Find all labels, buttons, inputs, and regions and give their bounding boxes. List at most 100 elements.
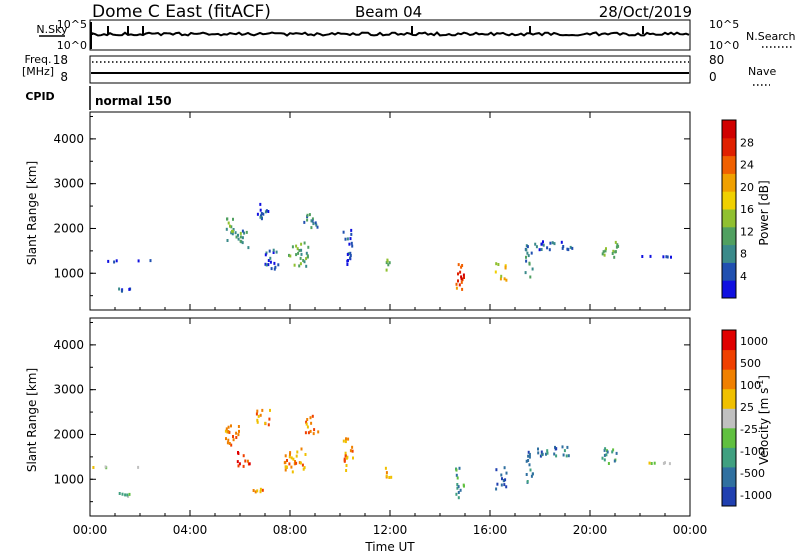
echo-patch — [107, 259, 152, 264]
echo-patch — [524, 244, 534, 279]
echo-cell — [224, 429, 227, 433]
colorbar-segment — [722, 191, 736, 210]
echo-cell — [345, 464, 348, 467]
echo-cell — [351, 449, 354, 453]
echo-cell — [107, 259, 110, 263]
echo-cell — [225, 437, 227, 441]
colorbar-tick-label: 4 — [740, 270, 747, 283]
echo-cell — [284, 468, 287, 472]
echo-cell — [302, 467, 305, 471]
echo-cell — [310, 219, 313, 223]
echo-cell — [237, 237, 240, 241]
velocity-colorbar-label: Velocity [m s-1] — [756, 375, 771, 465]
echo-cell — [603, 253, 606, 257]
echo-cell — [232, 438, 235, 442]
echo-cell — [230, 443, 233, 447]
echo-cell — [554, 445, 556, 449]
echo-cell — [525, 459, 528, 463]
nsky-label: N.Sky — [36, 23, 68, 36]
echo-cell — [273, 261, 276, 265]
echo-cell — [289, 451, 292, 455]
echo-patch — [455, 263, 464, 291]
echo-cell — [267, 210, 270, 213]
colorbar-tick-label: 25 — [740, 401, 754, 414]
echo-cell — [241, 241, 244, 245]
echo-cell — [546, 246, 549, 250]
echo-cell — [528, 463, 531, 467]
echo-cell — [525, 259, 528, 263]
echo-patch — [601, 240, 620, 259]
echo-cell — [347, 259, 349, 262]
echo-cell — [241, 229, 244, 233]
echo-cell — [256, 212, 259, 216]
echo-cell — [617, 244, 620, 248]
echo-cell — [259, 413, 262, 417]
noise-tick-right-top: 10^5 — [709, 18, 739, 31]
echo-cell — [612, 249, 615, 253]
echo-cell — [528, 261, 531, 265]
freq-label: Freq. — [24, 53, 51, 66]
echo-cell — [346, 253, 349, 256]
echo-cell — [260, 212, 263, 215]
echo-cell — [457, 263, 460, 267]
echo-cell — [227, 438, 230, 442]
echo-cell — [505, 485, 508, 489]
velocity-ylabel: Slant Range [km] — [25, 368, 39, 472]
echo-cell — [298, 249, 301, 252]
echo-cell — [291, 245, 294, 249]
echo-cell — [264, 253, 267, 257]
echo-cell — [495, 262, 498, 266]
echo-cell — [350, 228, 353, 232]
colorbar-tick-label: 20 — [740, 181, 754, 194]
echo-cell — [256, 420, 259, 424]
echo-cell — [293, 462, 296, 466]
colorbar-frame — [721, 329, 737, 507]
echo-cell — [299, 262, 302, 266]
x-tick-label: 00:00 — [73, 523, 108, 537]
echo-cell — [605, 453, 608, 457]
echo-cell — [303, 241, 306, 245]
echo-cell — [289, 452, 291, 456]
beam-title: Beam 04 — [355, 3, 422, 21]
velocity-colorbar: 1000 500 100 25 -25 -100 -500 -1000 — [721, 329, 772, 507]
freq-unit: [MHz] — [22, 65, 54, 78]
echo-cell — [537, 447, 539, 451]
echo-cell — [306, 418, 309, 421]
echo-cell — [527, 454, 530, 458]
echo-cell — [293, 263, 296, 267]
freq-tick-bottom: 8 — [60, 70, 68, 84]
colorbar-tick-label: 24 — [740, 159, 754, 172]
echo-cell — [461, 287, 464, 291]
y-tick-label: 1000 — [53, 472, 84, 486]
echo-cell — [239, 235, 242, 239]
power-panel-frame — [89, 111, 691, 311]
echo-cell — [546, 449, 549, 453]
x-tick-label: 12:00 — [373, 523, 408, 537]
echo-cell — [525, 248, 528, 252]
echo-cell — [463, 484, 465, 488]
echo-cell — [230, 225, 233, 229]
echo-patch — [288, 241, 310, 268]
echo-cell — [460, 275, 463, 279]
echo-cell — [121, 492, 124, 496]
echo-cell — [288, 462, 291, 466]
echo-cell — [124, 493, 127, 497]
echo-cell — [306, 425, 309, 429]
colorbar-segment — [722, 369, 736, 390]
colorbar-tick-label: 100 — [740, 379, 761, 392]
echo-cell — [300, 248, 303, 252]
power-colorbar-label: Power [dB] — [757, 180, 771, 245]
echo-cell — [529, 468, 532, 472]
power-ylabel: Slant Range [km] — [25, 161, 39, 265]
echo-cell — [345, 456, 348, 460]
echo-cell — [306, 255, 309, 259]
colorbar-tick-label: -25 — [740, 423, 758, 436]
freq-panel-frame — [89, 55, 691, 84]
echo-cell — [305, 264, 308, 268]
echo-cell — [455, 492, 458, 496]
echo-cell — [650, 462, 653, 465]
echo-cell — [236, 460, 239, 464]
echo-cell — [611, 450, 614, 454]
echo-cell — [283, 461, 286, 465]
echo-cell — [235, 235, 238, 239]
